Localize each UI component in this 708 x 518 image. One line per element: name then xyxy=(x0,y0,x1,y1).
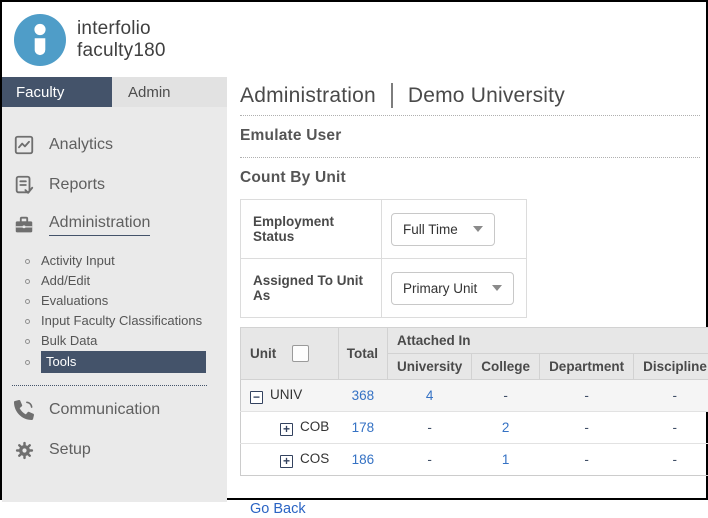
column-header-discipline: Discipline xyxy=(634,354,708,380)
gear-icon xyxy=(12,438,36,462)
expand-toggle-icon[interactable]: + xyxy=(280,423,293,436)
page-title-section: Administration xyxy=(240,84,376,108)
employment-status-label: Employment Status xyxy=(241,200,382,259)
sidebar-item-administration[interactable]: Administration xyxy=(2,205,227,245)
column-header-attached-in: Attached In xyxy=(388,328,708,354)
report-document-icon xyxy=(12,173,36,197)
discipline-count: - xyxy=(634,412,708,444)
brand-name: interfolio faculty180 xyxy=(77,18,166,62)
bullet-icon xyxy=(25,279,30,284)
employment-status-value: Full Time xyxy=(403,222,458,237)
discipline-count: - xyxy=(634,380,708,412)
unit-name: COS xyxy=(300,451,329,466)
sidebar-item-label: Reports xyxy=(49,176,105,194)
filter-row-assigned-to-unit: Assigned To Unit As Primary Unit xyxy=(241,259,527,318)
interfolio-logo-icon xyxy=(14,14,66,66)
department-count: - xyxy=(540,444,634,476)
university-count[interactable]: 4 xyxy=(388,380,472,412)
column-header-department: Department xyxy=(540,354,634,380)
unit-cell: + COS xyxy=(241,444,339,476)
college-count: - xyxy=(472,380,540,412)
discipline-count: - xyxy=(634,444,708,476)
sidebar-subitem-bulk-data[interactable]: Bulk Data xyxy=(2,331,227,351)
unit-name: COB xyxy=(300,419,329,434)
phone-icon xyxy=(12,398,36,422)
total-count-link[interactable]: 178 xyxy=(338,412,387,444)
sidebar-item-analytics[interactable]: Analytics xyxy=(2,125,227,165)
column-header-total: Total xyxy=(338,328,387,380)
assigned-to-unit-label: Assigned To Unit As xyxy=(241,259,382,318)
sidebar-subitem-evaluations[interactable]: Evaluations xyxy=(2,291,227,311)
section-count-by-unit: Count By Unit xyxy=(240,158,700,191)
analytics-chart-icon xyxy=(12,133,36,157)
filter-row-employment-status: Employment Status Full Time xyxy=(241,200,527,259)
sidebar-subitem-input-faculty-classifications[interactable]: Input Faculty Classifications xyxy=(2,311,227,331)
college-count[interactable]: 2 xyxy=(472,412,540,444)
filter-control-cell: Full Time xyxy=(382,200,527,259)
caret-down-icon xyxy=(492,285,502,291)
brand-header: interfolio faculty180 xyxy=(2,2,227,77)
bullet-icon xyxy=(25,299,30,304)
unit-cell: + COB xyxy=(241,412,339,444)
total-count-link[interactable]: 186 xyxy=(338,444,387,476)
table-row-univ: −UNIV 368 4 - - - xyxy=(241,380,708,412)
sidebar-subitem-tools[interactable]: Tools xyxy=(2,351,227,373)
column-header-university: University xyxy=(388,354,472,380)
collapse-toggle-icon[interactable]: − xyxy=(250,391,263,404)
assigned-to-unit-select[interactable]: Primary Unit xyxy=(391,272,514,305)
unit-cell: −UNIV xyxy=(241,380,339,412)
filter-form: Employment Status Full Time Assigned To … xyxy=(240,199,527,318)
total-count-link[interactable]: 368 xyxy=(338,380,387,412)
go-back-link[interactable]: Go Back xyxy=(250,501,306,517)
main-content: Administration Demo University Emulate U… xyxy=(227,2,706,498)
department-count: - xyxy=(540,412,634,444)
section-emulate-user[interactable]: Emulate User xyxy=(240,116,700,157)
sidebar-item-reports[interactable]: Reports xyxy=(2,165,227,205)
employment-status-select[interactable]: Full Time xyxy=(391,213,495,246)
administration-submenu: Activity Input Add/Edit Evaluations Inpu… xyxy=(2,245,227,375)
tab-faculty[interactable]: Faculty xyxy=(2,77,112,107)
sidebar-item-label: Communication xyxy=(49,401,160,419)
university-count: - xyxy=(388,412,472,444)
left-column: interfolio faculty180 Faculty Admin Anal… xyxy=(2,2,227,498)
tab-admin[interactable]: Admin xyxy=(112,77,227,107)
bullet-icon xyxy=(25,360,30,365)
select-all-checkbox[interactable] xyxy=(292,345,309,362)
sidebar-item-label: Setup xyxy=(49,441,91,459)
expand-toggle-icon[interactable]: + xyxy=(280,455,293,468)
brand-line1: interfolio xyxy=(77,18,166,40)
bullet-icon xyxy=(25,319,30,324)
sidebar-item-label: Analytics xyxy=(49,136,113,154)
brand-line2: faculty180 xyxy=(77,40,166,62)
unit-name: UNIV xyxy=(270,387,302,402)
unit-header-label: Unit xyxy=(250,346,276,361)
role-tabs: Faculty Admin xyxy=(2,77,227,107)
caret-down-icon xyxy=(473,226,483,232)
sidebar-subitem-activity-input[interactable]: Activity Input xyxy=(2,251,227,271)
filter-control-cell: Primary Unit xyxy=(382,259,527,318)
count-by-unit-table: Unit Total Attached In University Colleg… xyxy=(240,327,708,476)
column-header-unit: Unit xyxy=(241,328,339,380)
page-title: Administration Demo University xyxy=(240,83,700,108)
assigned-to-unit-value: Primary Unit xyxy=(403,281,477,296)
bullet-icon xyxy=(25,259,30,264)
sidebar-item-label: Administration xyxy=(49,214,150,236)
university-count: - xyxy=(388,444,472,476)
sidebar-item-setup[interactable]: Setup xyxy=(2,430,227,470)
briefcase-icon xyxy=(12,213,36,237)
sidebar-divider xyxy=(12,385,207,386)
column-header-college: College xyxy=(472,354,540,380)
sidebar-nav: Analytics Reports Administration Activit… xyxy=(2,107,227,502)
college-count[interactable]: 1 xyxy=(472,444,540,476)
table-row-cos: + COS 186 - 1 - - xyxy=(241,444,708,476)
sidebar-item-communication[interactable]: Communication xyxy=(2,390,227,430)
department-count: - xyxy=(540,380,634,412)
table-row-cob: + COB 178 - 2 - - xyxy=(241,412,708,444)
sidebar-subitem-add-edit[interactable]: Add/Edit xyxy=(2,271,227,291)
bullet-icon xyxy=(25,339,30,344)
page-title-institution: Demo University xyxy=(408,84,565,108)
title-separator xyxy=(391,83,393,108)
